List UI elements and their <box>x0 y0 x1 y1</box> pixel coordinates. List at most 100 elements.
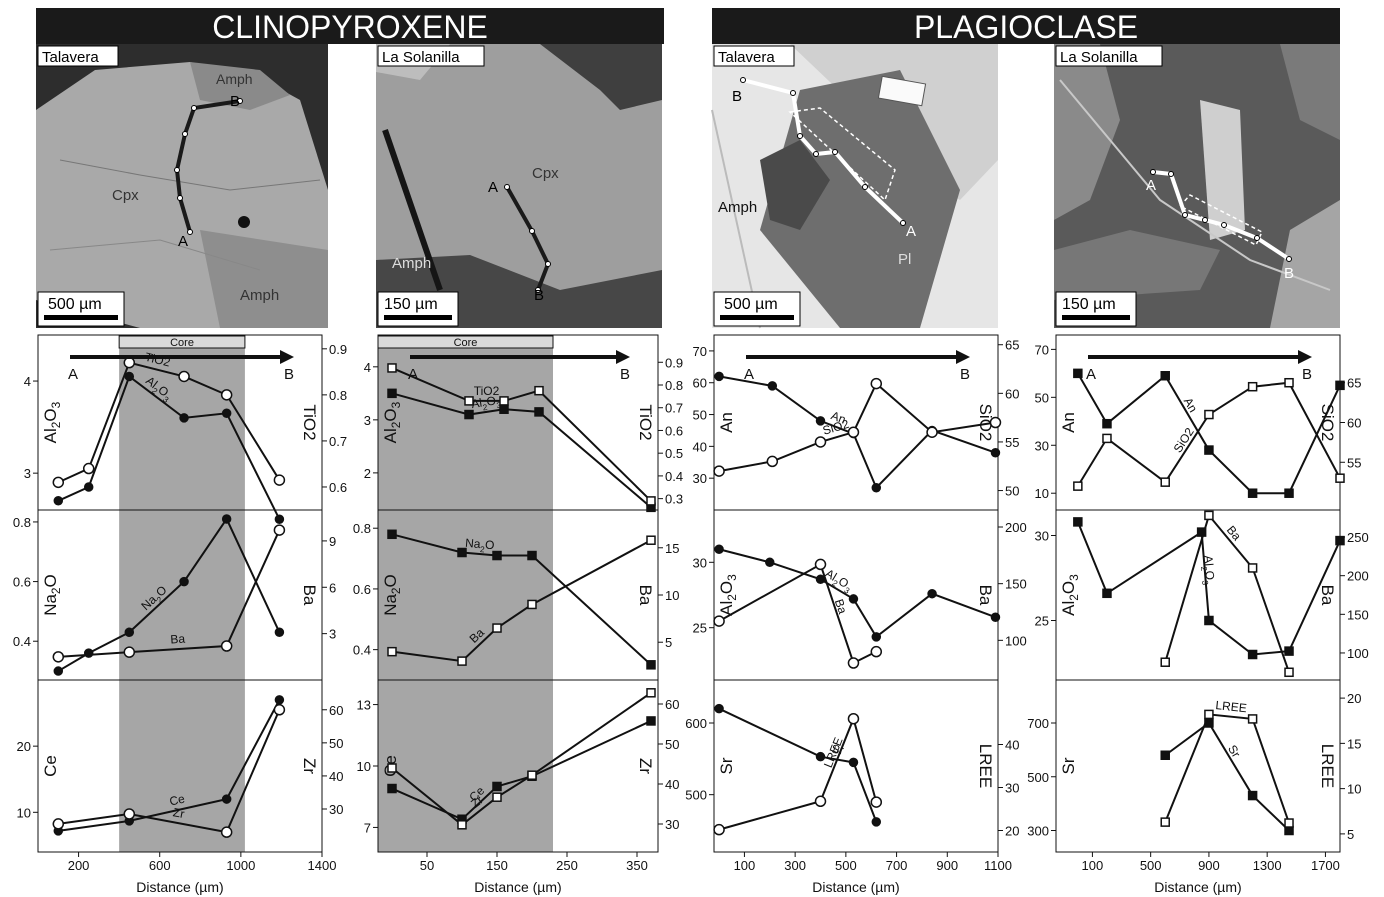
y2-tick-label: 0.8 <box>665 378 683 393</box>
x-axis-title: Distance (µm) <box>136 879 223 895</box>
series-label: Al2O3 <box>821 566 855 596</box>
y-tick-label: 25 <box>693 621 707 636</box>
y2-tick-label: 0.7 <box>329 434 347 449</box>
y-axis-title: Al2O3 <box>381 401 403 443</box>
data-point <box>499 396 509 406</box>
x-tick-label: 100 <box>1082 858 1104 873</box>
data-point <box>1284 818 1294 828</box>
data-point <box>124 627 135 638</box>
data-point <box>492 550 502 561</box>
data-point <box>492 781 502 792</box>
data-point <box>870 796 883 808</box>
y2-axis-title: Ba <box>976 585 995 606</box>
data-point <box>220 389 233 401</box>
series-line <box>58 699 281 832</box>
data-point <box>527 770 537 780</box>
header-plagioclase: PLAGIOCLASE <box>914 9 1138 45</box>
data-point <box>220 640 233 652</box>
series-label: Ce <box>168 792 186 809</box>
data-point <box>814 436 827 448</box>
series-line <box>1076 372 1341 495</box>
x-tick-label: 700 <box>886 858 908 873</box>
data-point <box>457 547 467 558</box>
y-tick-label: 70 <box>693 344 707 359</box>
data-point <box>1335 380 1345 391</box>
y-tick-label: 70 <box>1035 342 1049 357</box>
series-label: Sr <box>831 742 845 758</box>
y-tick-label: 30 <box>1035 438 1049 453</box>
x-axis-title: Distance (µm) <box>1154 879 1241 895</box>
mineral-label: Cpx <box>532 165 559 182</box>
data-point <box>1102 588 1112 599</box>
data-point <box>1284 488 1294 498</box>
data-point <box>847 712 860 725</box>
data-point <box>387 646 397 657</box>
plot-frame <box>713 334 999 511</box>
mineral-label: Amph <box>216 71 253 87</box>
x-tick-label: 100 <box>734 858 756 873</box>
y2-tick-label: 60 <box>1005 386 1019 401</box>
data-point <box>713 823 725 836</box>
x-axis-title: Distance (µm) <box>812 879 899 895</box>
data-point <box>1247 714 1258 724</box>
data-point <box>926 426 938 438</box>
data-point <box>274 695 285 705</box>
y2-tick-label: 0.6 <box>329 480 347 495</box>
endpoint-b-label: B <box>534 287 544 304</box>
y-tick-label: 2 <box>364 466 371 481</box>
data-point <box>646 688 656 698</box>
core-bar <box>118 335 246 349</box>
y2-tick-label: 55 <box>1347 455 1361 470</box>
y2-tick-label: 60 <box>1347 416 1361 431</box>
y2-tick-label: 150 <box>1005 577 1027 592</box>
endpoint-a-label: A <box>488 179 498 196</box>
x-tick-label: 200 <box>68 858 90 873</box>
arrow-end-label: B <box>284 366 294 383</box>
data-point <box>847 657 860 669</box>
data-point <box>1204 409 1214 420</box>
direction-arrowhead <box>280 350 294 364</box>
data-point <box>220 826 233 838</box>
arrow-start-label: A <box>744 366 754 383</box>
header-clinopyroxene: CLINOPYROXENE <box>212 9 488 45</box>
scale-bar <box>384 315 452 320</box>
data-point <box>871 482 882 493</box>
direction-arrowhead <box>1298 350 1312 364</box>
data-point <box>82 462 95 475</box>
plot-frame <box>1055 679 1341 853</box>
y-tick-label: 30 <box>1035 529 1049 544</box>
y-tick-label: 0.4 <box>353 643 371 658</box>
data-point <box>871 632 882 642</box>
core-label: Core <box>454 337 478 349</box>
y2-tick-label: 5 <box>1347 827 1354 842</box>
mineral-label: Amph <box>392 255 431 272</box>
data-point <box>221 408 232 419</box>
series-line <box>58 529 281 658</box>
y2-tick-label: 60 <box>665 697 679 712</box>
y2-tick-label: 200 <box>1347 569 1369 584</box>
data-point <box>53 496 64 506</box>
y2-tick-label: 0.7 <box>665 401 683 416</box>
y-tick-label: 60 <box>693 376 707 391</box>
y-tick-label: 4 <box>364 360 371 375</box>
series-label: An <box>1181 395 1201 415</box>
mineral-label: Amph <box>718 199 757 216</box>
data-point <box>767 381 778 391</box>
y2-tick-label: 50 <box>1005 484 1019 499</box>
direction-arrowhead <box>956 350 970 364</box>
y-tick-label: 50 <box>693 408 707 423</box>
data-point <box>53 666 64 676</box>
plot-frame <box>1055 334 1341 511</box>
data-point <box>814 558 827 571</box>
y-tick-label: 0.6 <box>353 582 371 597</box>
data-point <box>1335 535 1345 546</box>
y2-tick-label: 10 <box>1347 782 1361 797</box>
y2-tick-label: 0.3 <box>665 492 683 507</box>
scale-bar-label: 500 µm <box>48 296 102 313</box>
y-tick-label: 3 <box>24 466 31 481</box>
series-line <box>1164 721 1290 832</box>
x-tick-label: 1300 <box>1253 858 1282 873</box>
y-tick-label: 10 <box>357 759 371 774</box>
